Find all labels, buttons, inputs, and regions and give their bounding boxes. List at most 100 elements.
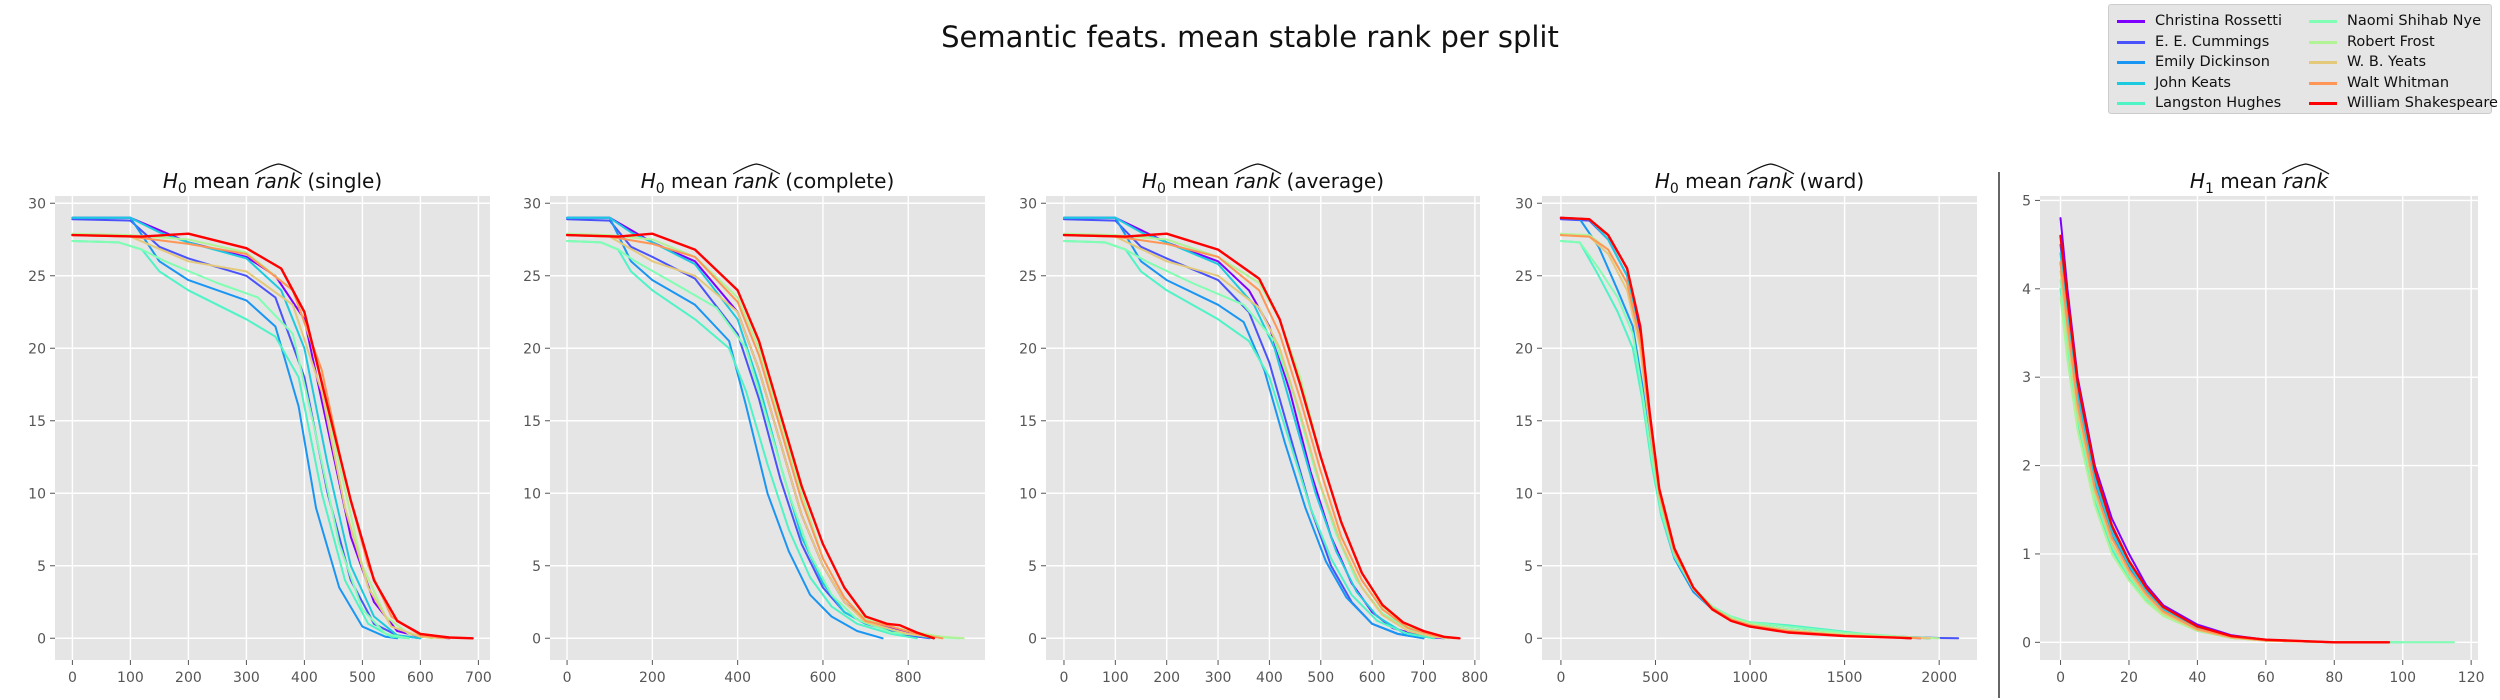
legend-label: Langston Hughes xyxy=(2155,95,2282,111)
title-mid: mean xyxy=(665,169,734,193)
legend-label: E. E. Cummings xyxy=(2155,33,2270,50)
plot-area xyxy=(2040,196,2478,660)
legend-label: Robert Frost xyxy=(2347,33,2435,50)
series-line xyxy=(566,240,961,640)
y-tick-label: 4 xyxy=(2022,282,2031,298)
x-tick-label: 500 xyxy=(349,670,376,686)
y-tick-label: 10 xyxy=(523,486,541,502)
title-hat-word: rank xyxy=(2283,169,2329,193)
x-tick-label: 700 xyxy=(1410,670,1437,686)
title-suffix: (complete) xyxy=(779,169,894,193)
legend-swatch xyxy=(2117,61,2145,64)
title-prefix: H xyxy=(163,169,178,193)
x-tick-label: 1000 xyxy=(1732,670,1768,686)
y-tick-label: 10 xyxy=(28,486,46,502)
title-suffix: (average) xyxy=(1280,169,1384,193)
title-hat-word: rank xyxy=(1235,169,1281,193)
y-tick-label: 25 xyxy=(523,269,541,285)
legend-swatch xyxy=(2117,20,2145,23)
y-tick-label: 20 xyxy=(28,341,46,357)
y-tick-label: 0 xyxy=(532,631,541,647)
title-subscript: 0 xyxy=(1670,181,1679,197)
y-tick-label: 5 xyxy=(1028,559,1037,575)
title-mid: mean xyxy=(187,169,256,193)
y-tick-label: 3 xyxy=(2022,370,2031,386)
title-mid: mean xyxy=(1679,169,1748,193)
x-tick-label: 800 xyxy=(1461,670,1488,686)
y-tick-label: 0 xyxy=(2022,635,2031,651)
x-tick-label: 40 xyxy=(2188,670,2206,686)
x-tick-label: 0 xyxy=(1060,670,1069,686)
title-suffix: (ward) xyxy=(1793,169,1864,193)
series-line xyxy=(71,216,399,640)
title-prefix: H xyxy=(1142,169,1157,193)
x-tick-label: 600 xyxy=(810,670,837,686)
panel-separator xyxy=(1998,172,2000,698)
x-tick-label: 600 xyxy=(407,670,434,686)
x-tick-label: 300 xyxy=(1205,670,1232,686)
y-tick-label: 15 xyxy=(1515,414,1533,430)
x-tick-label: 100 xyxy=(2389,670,2416,686)
x-tick-label: 80 xyxy=(2325,670,2343,686)
x-tick-label: 200 xyxy=(639,670,666,686)
series-line xyxy=(2059,234,2391,644)
title-subscript: 1 xyxy=(2205,181,2214,197)
y-tick-label: 30 xyxy=(28,196,46,212)
legend-swatch xyxy=(2309,61,2337,64)
legend-label: Naomi Shihab Nye xyxy=(2347,13,2482,29)
x-tick-label: 20 xyxy=(2120,670,2138,686)
x-tick-label: 0 xyxy=(1556,670,1565,686)
title-mid: mean xyxy=(2214,169,2283,193)
series-line xyxy=(1062,232,1461,640)
series-line xyxy=(566,234,944,640)
chart-title: H0 mean rank (average) xyxy=(1142,169,1384,197)
legend-swatch xyxy=(2117,102,2145,105)
y-tick-label: 5 xyxy=(37,559,46,575)
x-tick-label: 120 xyxy=(2458,670,2485,686)
chart-title: H1 mean rank xyxy=(2190,169,2330,197)
legend-label: William Shakespeare xyxy=(2347,95,2498,111)
title-prefix: H xyxy=(641,169,656,193)
y-tick-label: 5 xyxy=(532,559,541,575)
legend-swatch xyxy=(2309,40,2337,44)
series-line xyxy=(71,234,445,640)
y-tick-label: 30 xyxy=(523,196,541,212)
x-tick-label: 2000 xyxy=(1921,670,1957,686)
y-tick-label: 25 xyxy=(1515,269,1533,285)
y-tick-label: 1 xyxy=(2022,547,2031,563)
title-subscript: 0 xyxy=(1157,181,1166,197)
plot-area xyxy=(1046,196,1480,660)
y-tick-label: 0 xyxy=(1028,631,1037,647)
title-hat-accent xyxy=(732,163,781,175)
y-tick-label: 5 xyxy=(2022,193,2031,209)
legend-label: Walt Whitman xyxy=(2347,74,2450,91)
legend-swatch xyxy=(2117,40,2145,44)
x-tick-label: 100 xyxy=(1102,670,1129,686)
title-mid: mean xyxy=(1166,169,1235,193)
y-tick-label: 20 xyxy=(1019,341,1037,357)
y-tick-label: 25 xyxy=(28,269,46,285)
series-line xyxy=(1559,216,1912,640)
y-tick-label: 20 xyxy=(523,341,541,357)
y-tick-label: 15 xyxy=(523,414,541,430)
series-line xyxy=(565,232,935,640)
title-hat-accent xyxy=(1746,163,1795,175)
x-tick-label: 800 xyxy=(895,670,922,686)
legend-label: John Keats xyxy=(2155,74,2231,91)
x-tick-label: 300 xyxy=(233,670,260,686)
legend-swatch xyxy=(2117,81,2145,85)
y-tick-label: 20 xyxy=(1515,341,1533,357)
legend-swatch xyxy=(2309,102,2337,105)
title-subscript: 0 xyxy=(178,181,187,197)
plot-area xyxy=(1542,196,1977,660)
x-tick-label: 500 xyxy=(1642,670,1669,686)
x-tick-label: 400 xyxy=(291,670,318,686)
legend-label: Christina Rossetti xyxy=(2155,13,2282,29)
plot-area xyxy=(55,196,490,660)
x-tick-label: 0 xyxy=(68,670,77,686)
x-tick-label: 600 xyxy=(1359,670,1386,686)
